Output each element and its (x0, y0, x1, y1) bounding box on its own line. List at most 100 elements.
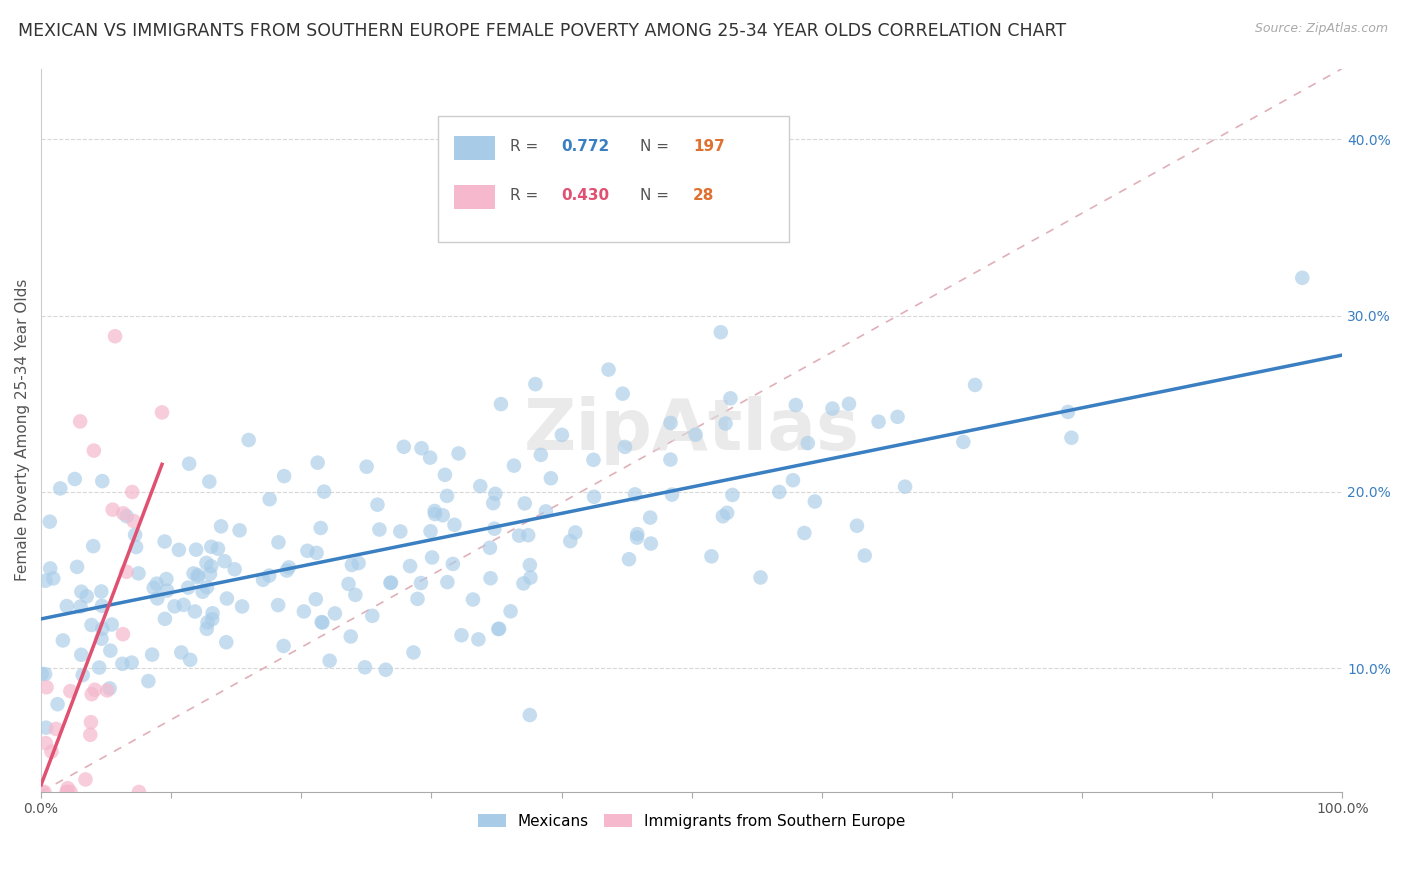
Point (305, 546, 328, 560)
Point (450, 628, 472, 642)
Point (69, 414, 91, 428)
Bar (454, 136, 495, 161)
Point (886, 409, 908, 424)
Point (35, 736, 58, 750)
Point (638, 510, 661, 524)
Point (582, 490, 605, 504)
Point (98, 681, 121, 696)
Text: 28: 28 (693, 187, 714, 202)
Point (111, 657, 134, 671)
Point (793, 526, 815, 541)
Point (104, 329, 127, 343)
Point (513, 496, 536, 510)
Point (187, 570, 209, 584)
Point (617, 552, 640, 566)
Point (314, 484, 336, 499)
Point (80, 687, 103, 701)
Point (96, 683, 118, 698)
Point (361, 608, 384, 623)
Point (267, 598, 290, 612)
Point (184, 605, 207, 619)
Text: MEXICAN VS IMMIGRANTS FROM SOUTHERN EUROPE FEMALE POVERTY AMONG 25-34 YEAR OLDS : MEXICAN VS IMMIGRANTS FROM SOUTHERN EURO… (18, 22, 1066, 40)
Point (392, 440, 415, 454)
Point (90, 584, 112, 599)
Point (560, 534, 582, 549)
Point (80, 715, 103, 730)
Point (228, 524, 250, 538)
Point (710, 325, 733, 339)
Point (179, 457, 201, 471)
Point (868, 415, 890, 429)
Point (846, 518, 869, 533)
Point (59, 785, 82, 799)
Point (508, 528, 530, 542)
Text: R =: R = (509, 139, 543, 154)
Point (640, 536, 662, 550)
Point (52, 633, 75, 648)
Point (894, 480, 917, 494)
Point (551, 428, 574, 442)
Point (38, 515, 60, 529)
Point (79, 728, 101, 742)
Point (198, 566, 221, 581)
Point (111, 627, 134, 641)
Point (344, 588, 367, 602)
Point (470, 479, 492, 493)
Point (309, 521, 332, 535)
Point (82, 539, 104, 553)
Point (138, 674, 160, 689)
Point (156, 583, 179, 598)
Point (305, 592, 328, 607)
Point (39, 561, 62, 575)
Point (128, 785, 150, 799)
Point (121, 656, 143, 670)
Point (76, 589, 98, 603)
Text: N =: N = (640, 187, 673, 202)
Point (337, 577, 360, 591)
Point (163, 599, 186, 614)
Text: 197: 197 (693, 139, 724, 154)
Point (98, 643, 121, 657)
Point (201, 607, 224, 621)
Point (83, 443, 105, 458)
Point (91, 474, 114, 488)
Point (173, 598, 195, 612)
Point (238, 433, 260, 447)
Point (80, 618, 103, 632)
Y-axis label: Female Poverty Among 25-34 Year Olds: Female Poverty Among 25-34 Year Olds (15, 279, 30, 582)
Point (482, 496, 505, 510)
Point (177, 581, 200, 595)
Point (519, 558, 541, 572)
Point (70, 584, 93, 599)
Point (624, 487, 647, 501)
Point (804, 494, 827, 508)
Point (195, 580, 218, 594)
Point (200, 540, 222, 554)
Point (115, 565, 138, 579)
Point (90, 632, 112, 646)
Point (411, 442, 433, 456)
Point (209, 519, 232, 533)
Point (389, 524, 412, 539)
Point (59, 684, 82, 698)
Point (198, 475, 221, 489)
Point (517, 528, 540, 542)
Point (443, 517, 465, 532)
Point (685, 427, 707, 442)
Point (297, 544, 319, 558)
Point (323, 607, 346, 621)
Point (797, 436, 820, 450)
Point (167, 542, 190, 557)
Point (195, 556, 218, 570)
Point (821, 401, 844, 416)
Point (34, 667, 56, 681)
Point (267, 535, 290, 549)
Point (56, 785, 79, 799)
Point (503, 458, 526, 473)
Point (659, 452, 682, 467)
Point (46, 697, 69, 711)
Point (409, 576, 432, 591)
Point (121, 485, 143, 500)
Point (598, 362, 620, 376)
Point (965, 378, 987, 392)
